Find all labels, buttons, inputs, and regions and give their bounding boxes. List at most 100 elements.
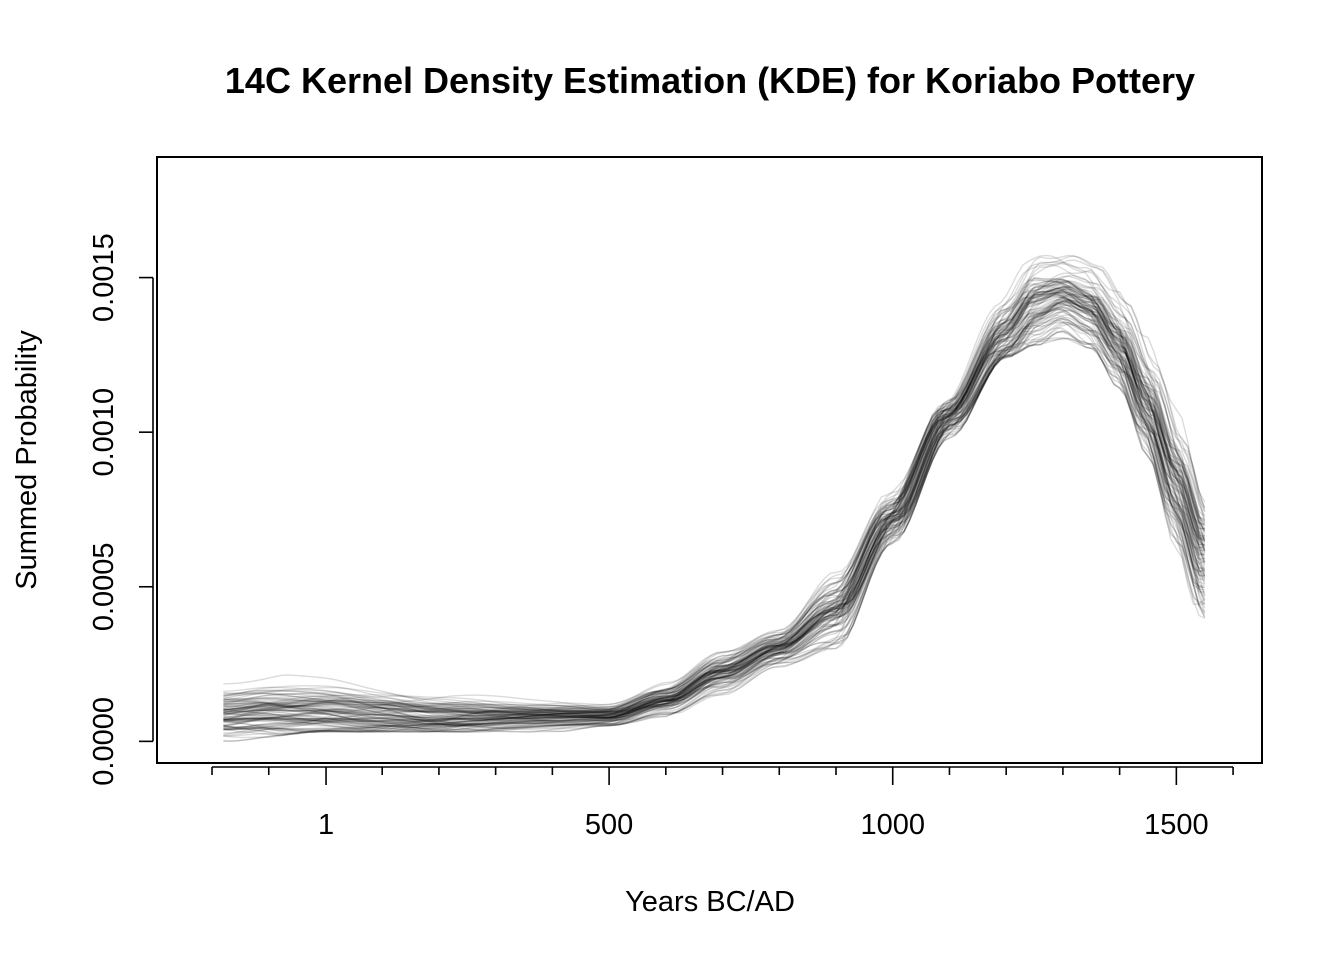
- kde-simulation-line: [223, 291, 1205, 726]
- kde-simulation-line: [223, 264, 1205, 727]
- kde-simulation-line: [223, 300, 1205, 723]
- kde-simulation-line: [223, 323, 1206, 729]
- kde-simulation-line: [223, 295, 1206, 726]
- kde-simulation-line: [223, 286, 1206, 717]
- kde-simulation-line: [223, 292, 1205, 719]
- kde-simulation-line: [223, 314, 1206, 714]
- kde-simulation-line: [223, 281, 1205, 719]
- kde-simulation-line: [223, 293, 1206, 714]
- kde-simulation-line: [223, 307, 1205, 731]
- kde-simulation-line: [223, 316, 1206, 714]
- kde-simulation-line: [223, 295, 1205, 724]
- kde-simulation-line: [223, 283, 1205, 719]
- kde-simulation-line: [223, 295, 1205, 734]
- kde-simulation-line: [223, 290, 1206, 732]
- kde-simulation-line: [223, 294, 1205, 725]
- kde-simulation-line: [223, 255, 1206, 721]
- kde-simulation-line: [223, 300, 1206, 725]
- y-axis-label: Summed Probability: [11, 330, 43, 590]
- kde-simulation-line: [223, 261, 1206, 730]
- kde-simulation-line: [223, 298, 1205, 716]
- kde-simulation-line: [223, 305, 1206, 729]
- kde-simulation-line: [223, 282, 1206, 727]
- kde-simulation-line: [223, 293, 1206, 722]
- kde-simulation-line: [223, 308, 1205, 728]
- kde-simulation-line: [223, 302, 1206, 716]
- kde-simulation-line: [223, 287, 1205, 731]
- kde-simulation-line: [223, 331, 1205, 713]
- kde-simulation-line: [223, 283, 1206, 736]
- kde-simulation-line: [223, 278, 1206, 733]
- kde-simulation-lines: [223, 254, 1206, 742]
- kde-simulation-line: [223, 288, 1206, 717]
- kde-simulation-line: [223, 292, 1205, 729]
- kde-simulation-line: [223, 316, 1205, 718]
- x-tick-label: 1: [318, 809, 334, 841]
- kde-simulation-line: [223, 308, 1206, 727]
- kde-simulation-line: [223, 337, 1206, 733]
- y-tick-label: 0.0015: [88, 233, 120, 322]
- kde-simulation-line: [223, 303, 1206, 719]
- y-tick-label: 0.0000: [88, 697, 120, 786]
- kde-simulation-line: [223, 286, 1205, 722]
- kde-simulation-line: [223, 301, 1206, 720]
- kde-simulation-line: [223, 301, 1205, 732]
- x-tick-label: 1000: [860, 809, 925, 841]
- y-tick-label: 0.0010: [88, 388, 120, 477]
- kde-simulation-line: [223, 281, 1205, 726]
- kde-simulation-line: [223, 280, 1206, 725]
- kde-simulation-line: [223, 309, 1206, 731]
- kde-simulation-line: [223, 307, 1206, 722]
- x-axis: 1 500 1000 1500: [211, 766, 1234, 841]
- x-tick-label: 500: [585, 809, 633, 841]
- kde-simulation-line: [223, 297, 1206, 722]
- kde-simulation-line: [223, 298, 1206, 727]
- kde-simulation-line: [223, 277, 1206, 726]
- kde-simulation-line: [223, 289, 1206, 737]
- kde-simulation-line: [223, 280, 1206, 729]
- kde-simulation-line: [223, 274, 1206, 730]
- kde-simulation-line: [223, 288, 1206, 736]
- kde-simulation-line: [223, 300, 1206, 719]
- kde-simulation-line: [223, 286, 1206, 727]
- y-axis: 0.0000 0.0005 0.0010 0.0015: [88, 233, 154, 786]
- kde-simulation-line: [223, 291, 1206, 717]
- kde-simulation-line: [223, 314, 1206, 727]
- kde-simulation-line: [223, 318, 1206, 712]
- kde-simulation-line: [223, 292, 1205, 726]
- kde-simulation-line: [223, 291, 1206, 734]
- kde-simulation-line: [223, 304, 1206, 716]
- kde-simulation-line: [223, 286, 1205, 736]
- kde-simulation-line: [223, 292, 1205, 733]
- kde-simulation-line: [223, 303, 1205, 730]
- kde-simulation-line: [223, 262, 1206, 735]
- y-tick-label: 0.0005: [88, 542, 120, 631]
- kde-simulation-line: [223, 326, 1205, 733]
- kde-simulation-line: [223, 330, 1206, 722]
- kde-simulation-line: [223, 299, 1206, 726]
- kde-simulation-line: [223, 294, 1205, 737]
- kde-simulation-line: [223, 337, 1206, 733]
- kde-simulation-line: [223, 293, 1205, 719]
- kde-simulation-line: [223, 296, 1206, 726]
- kde-simulation-line: [223, 269, 1206, 727]
- kde-simulation-line: [223, 337, 1206, 717]
- kde-simulation-line: [223, 319, 1205, 733]
- kde-simulation-line: [223, 321, 1206, 719]
- kde-simulation-line: [223, 259, 1206, 742]
- kde-simulation-line: [223, 321, 1206, 726]
- kde-simulation-line: [223, 254, 1206, 727]
- kde-simulation-line: [223, 281, 1206, 719]
- kde-simulation-line: [223, 254, 1206, 742]
- kde-simulation-line: [223, 286, 1206, 739]
- kde-simulation-line: [223, 311, 1205, 719]
- kde-simulation-line: [223, 289, 1206, 728]
- kde-simulation-line: [223, 279, 1206, 721]
- kde-simulation-line: [223, 287, 1205, 731]
- kde-simulation-line: [223, 284, 1206, 722]
- kde-simulation-line: [223, 290, 1205, 721]
- kde-simulation-line: [223, 290, 1206, 722]
- kde-simulation-line: [223, 278, 1206, 729]
- kde-simulation-line: [223, 317, 1206, 721]
